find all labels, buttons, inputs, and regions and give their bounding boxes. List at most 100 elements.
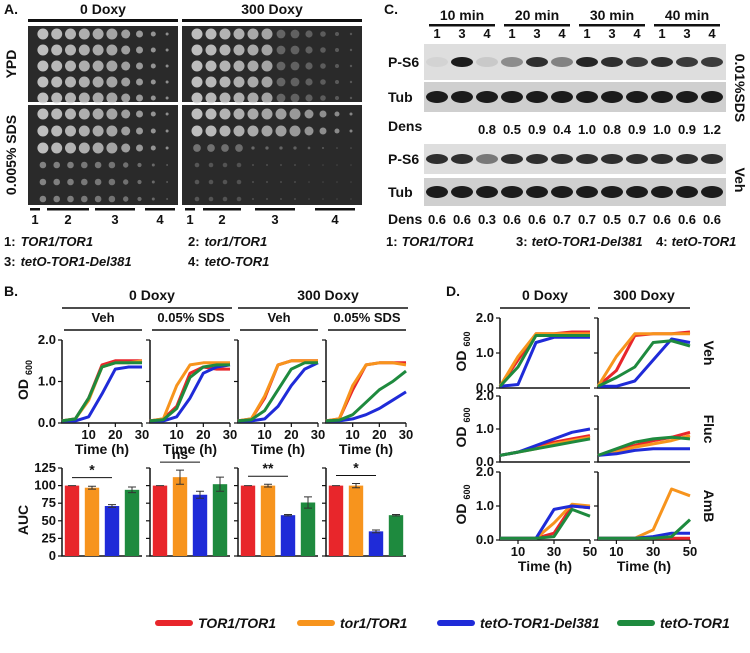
spot <box>305 94 313 102</box>
error-bar <box>128 486 136 494</box>
blot-image <box>424 44 726 80</box>
growth-curve <box>499 437 591 457</box>
spot <box>294 198 296 200</box>
spot <box>219 44 231 56</box>
blot-band <box>701 57 723 67</box>
spot <box>121 61 131 71</box>
time-header: 20 min <box>515 7 559 23</box>
spot <box>290 93 300 103</box>
density-value: 0.7 <box>628 212 646 227</box>
blot-band <box>651 186 673 198</box>
significance-label: * <box>89 462 95 478</box>
spot <box>320 95 326 101</box>
blot-band <box>626 154 648 164</box>
lane-bar <box>47 208 89 211</box>
density-value: 0.6 <box>703 212 721 227</box>
spot <box>137 162 142 168</box>
density-value: 0.5 <box>503 122 521 137</box>
blot-band <box>426 57 448 67</box>
spot <box>108 178 116 186</box>
spot <box>136 46 143 54</box>
plate-image <box>182 105 362 205</box>
spot <box>37 125 49 137</box>
y-tick-label: 100 <box>34 478 56 493</box>
header-bar <box>182 19 362 22</box>
spot <box>235 144 243 152</box>
blot-band <box>501 91 523 103</box>
spot <box>275 108 287 120</box>
x-tick-label: 10 <box>345 427 359 442</box>
spot <box>322 181 324 183</box>
spot <box>65 108 76 120</box>
spot <box>53 161 60 169</box>
blot-band <box>451 57 473 67</box>
spot <box>335 64 339 68</box>
y-axis-label: OD <box>453 427 469 448</box>
growth-curve <box>62 365 142 423</box>
header-bar <box>28 19 178 22</box>
spot <box>251 146 255 150</box>
spot <box>336 147 338 149</box>
spot <box>51 92 63 104</box>
spot <box>219 76 231 88</box>
spot <box>94 178 102 186</box>
growth-curve <box>596 332 690 388</box>
spot <box>252 198 254 200</box>
strain-key: 4: tetO-TOR1 <box>656 234 736 249</box>
spot <box>37 142 49 154</box>
spot <box>305 78 313 86</box>
spot <box>275 125 287 137</box>
spot <box>150 63 156 69</box>
spot <box>233 60 245 72</box>
spot <box>136 78 143 86</box>
spot <box>320 31 326 37</box>
spot <box>247 44 259 56</box>
blot-band <box>501 154 523 164</box>
significance-label: ** <box>263 460 274 476</box>
spot <box>236 162 242 168</box>
blot-band <box>426 186 448 198</box>
spot <box>78 28 90 40</box>
blot-band <box>676 154 698 164</box>
spot <box>349 112 353 116</box>
spot <box>121 126 131 136</box>
spot <box>106 125 118 137</box>
spot <box>205 92 217 104</box>
axis <box>499 318 590 389</box>
bar <box>280 515 296 556</box>
spot <box>350 198 352 200</box>
growth-curve <box>498 334 590 388</box>
key-name: tetO-TOR1 <box>205 254 270 269</box>
spot <box>294 181 296 183</box>
spot <box>78 125 90 137</box>
panel-label: C. <box>384 1 398 17</box>
axis <box>61 340 142 424</box>
spot <box>276 61 286 71</box>
spot <box>137 196 142 202</box>
y-tick-label: 1.0 <box>38 374 56 389</box>
spot <box>308 198 310 200</box>
spot <box>247 108 259 120</box>
panel-label: D. <box>446 283 460 299</box>
legend-label: tetO-TOR1 <box>660 615 730 631</box>
growth-curve <box>498 332 590 388</box>
spot <box>37 76 49 88</box>
spot <box>65 44 76 56</box>
time-header: 40 min <box>665 7 709 23</box>
lane-label: 1 <box>186 212 193 227</box>
x-tick-label: 20 <box>372 427 386 442</box>
bar <box>300 502 316 556</box>
x-tick-label: 20 <box>196 427 210 442</box>
spot <box>208 196 214 202</box>
bar <box>64 485 80 556</box>
spot <box>67 161 74 169</box>
spot <box>92 44 104 56</box>
y-axis-label: OD <box>453 504 469 525</box>
blot-image <box>424 82 726 112</box>
spot <box>136 62 143 70</box>
significance-label: * <box>353 459 359 475</box>
spot <box>219 108 231 120</box>
y-tick-label: 0.0 <box>476 532 494 547</box>
blot-band <box>626 57 648 67</box>
density-value: 0.6 <box>503 212 521 227</box>
